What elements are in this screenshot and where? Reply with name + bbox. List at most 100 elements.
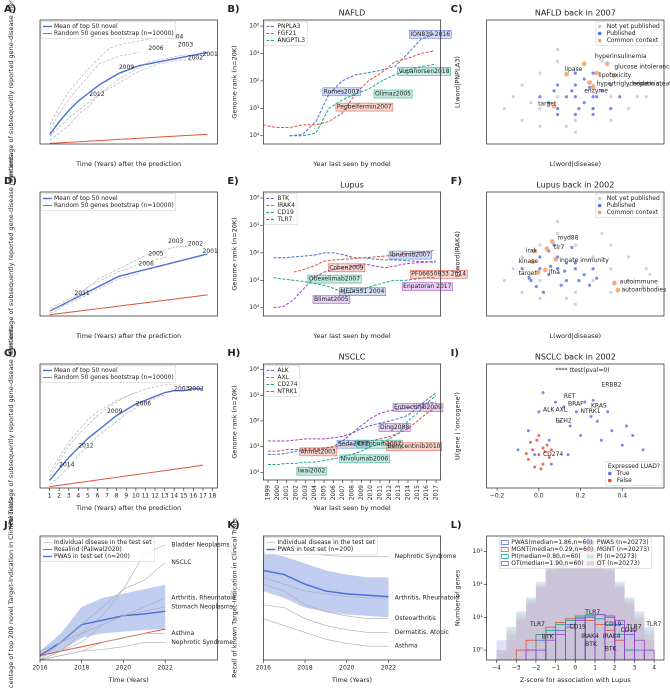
annotation: Seda2007 <box>338 441 368 448</box>
legend-label: PWAS (n=20273) <box>597 539 649 546</box>
annotation: NTRK1 <box>581 408 601 415</box>
y-tick-label: 10³ <box>249 277 260 284</box>
histogram-bar <box>555 556 566 660</box>
legend-label: BTK <box>277 195 290 202</box>
legend-label: FGF21 <box>277 30 296 37</box>
plot-area <box>263 33 435 137</box>
x-tick-label: 2016 <box>423 485 430 500</box>
annotation: 2012 <box>89 91 104 98</box>
annotation: innate immunity <box>559 257 609 264</box>
panel-label: C) <box>451 4 463 15</box>
scatter-point <box>527 276 531 280</box>
legend-label: IRAK4 <box>277 202 295 209</box>
plot-area <box>502 47 648 134</box>
scatter-point <box>538 278 542 283</box>
annotation: Asthma <box>395 643 418 650</box>
annotation-box <box>336 439 370 449</box>
histogram-bar <box>614 581 625 660</box>
scatter-point <box>609 243 613 247</box>
x-tick-label: 3 <box>67 493 71 500</box>
legend-label: CD19 <box>277 209 294 216</box>
annotation-box <box>307 274 362 284</box>
series-line <box>289 33 435 137</box>
histogram-bar <box>565 545 576 660</box>
legend-swatch <box>597 31 602 36</box>
scatter-point <box>626 106 631 111</box>
scatter-point <box>591 267 595 271</box>
scatter-point <box>609 71 613 75</box>
x-tick-label: 2008 <box>349 485 356 500</box>
plot-area <box>516 391 645 471</box>
annotation: enzyme <box>584 87 608 94</box>
legend-label: PI(median=0.80,n=60) <box>511 553 580 560</box>
legend-label: Not yet published <box>607 23 660 30</box>
scatter-point <box>573 243 577 247</box>
annotation: lipase <box>565 66 583 73</box>
scatter-point <box>591 398 595 402</box>
histogram-bar <box>604 568 615 660</box>
scatter-point <box>535 269 541 275</box>
scatter-point <box>644 95 648 99</box>
scatter-point <box>615 287 621 293</box>
scatter-point <box>544 246 550 252</box>
scatter-point <box>573 290 577 294</box>
x-tick-label: 2022 <box>158 665 173 672</box>
x-tick-label: 2013 <box>395 485 402 500</box>
annotation-box <box>356 439 403 449</box>
legend-title: Expressed LUAD? <box>608 463 660 470</box>
panel-title: NAFLD back in 2007 <box>535 9 616 18</box>
scatter-point <box>538 71 542 75</box>
legend-box <box>595 21 663 46</box>
plot-area <box>502 219 652 306</box>
legend-label: PI (n=20273) <box>597 553 637 560</box>
y-tick-label: 10³ <box>473 548 484 555</box>
scatter-point <box>533 465 537 469</box>
annotation: irak <box>526 248 538 255</box>
histogram-bar <box>526 604 536 660</box>
y-axis-label: Genome rank (n=20K) <box>230 385 238 458</box>
annotation: Crizotinib2007 <box>358 441 402 448</box>
plot-area <box>268 392 437 466</box>
annotation: 2003 <box>174 385 189 392</box>
histogram-bar <box>604 567 615 660</box>
x-axis-label: Year last seen by model <box>312 160 391 168</box>
series-line <box>49 36 169 126</box>
y-tick-label: 10⁰ <box>249 366 260 373</box>
annotation: autoimmune <box>620 278 658 285</box>
annotation: autoantibodies <box>621 287 666 294</box>
x-axis-label: L(word|disease) <box>550 332 602 340</box>
x-axis-label: Z-score for association with Lupus <box>520 676 632 684</box>
annotation: 2001 <box>203 248 218 255</box>
histogram-bar <box>585 547 596 660</box>
legend-label: MGNT (n=20273) <box>597 546 649 553</box>
axes-frame <box>262 535 442 661</box>
histogram-bar <box>526 597 536 660</box>
legend-label: AXL <box>277 374 289 381</box>
x-tick-label: 14 <box>170 493 178 500</box>
scatter-point <box>631 434 635 438</box>
annotation: 2012 <box>78 443 93 450</box>
axes-frame <box>486 363 665 489</box>
scatter-point <box>538 255 542 259</box>
scatter-point <box>530 259 536 265</box>
histogram-bar <box>516 617 527 660</box>
x-tick-label: 8 <box>115 493 119 500</box>
scatter-point <box>609 290 613 294</box>
histogram-bar <box>614 585 625 660</box>
x-tick-label: −1 <box>551 665 560 672</box>
legend-swatch <box>608 471 612 476</box>
scatter-point <box>547 273 551 277</box>
legend-label: Individual disease in the test set <box>277 539 375 546</box>
legend-swatch <box>597 38 602 43</box>
histogram-bar <box>545 566 556 660</box>
legend: Individual disease in the test setRosali… <box>43 539 152 560</box>
panel: D) Time (Years) after the prediction Perce… <box>4 154 218 353</box>
scatter-point <box>558 419 562 423</box>
legend-box <box>40 193 177 211</box>
x-tick-label: −0.2 <box>490 493 505 500</box>
scatter-point <box>635 95 640 99</box>
